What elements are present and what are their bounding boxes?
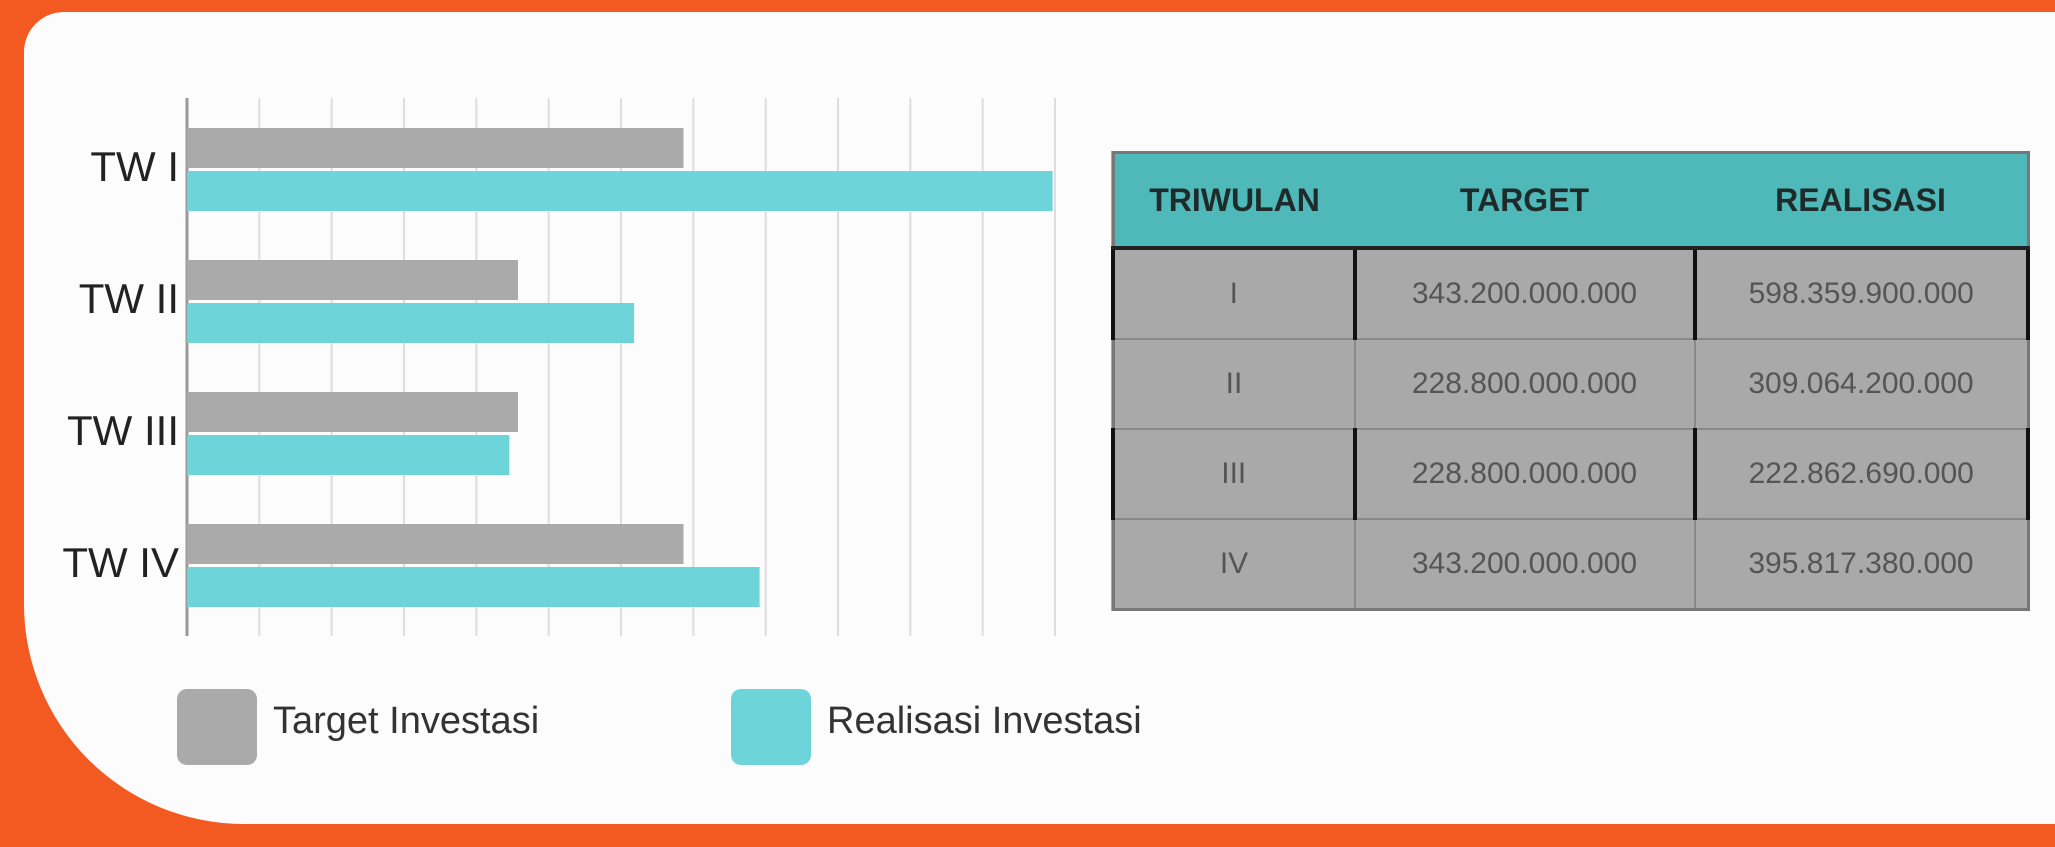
table-row: IV 343.200.000.000 395.817.380.000: [1112, 518, 2029, 611]
legend-swatch: [177, 689, 257, 765]
bar: [187, 260, 518, 300]
table-cell: 222.862.690.000: [1692, 428, 2030, 520]
y-tick-label: TW IV: [62, 539, 179, 586]
legend-swatch: [731, 689, 811, 765]
header-row: TRIWULAN TARGET REALISASI: [1113, 152, 2028, 250]
table-cell: 228.800.000.000: [1353, 338, 1696, 430]
bar: [187, 392, 518, 432]
table-row: II 228.800.000.000 309.064.200.000: [1112, 338, 2029, 430]
table-cell: 309.064.200.000: [1693, 338, 2029, 430]
header-cell: TRIWULAN: [1113, 152, 1355, 250]
bar: [187, 303, 635, 343]
table-cell: I: [1111, 247, 1357, 340]
table-cell: 395.817.380.000: [1693, 518, 2029, 611]
bar: [187, 435, 510, 475]
y-tick-label: TW III: [67, 407, 179, 454]
y-tick-label: TW II: [79, 275, 179, 322]
table-cell: 343.200.000.000: [1353, 518, 1696, 611]
legend-label: Target Investasi: [273, 700, 539, 742]
table-cell: IV: [1112, 518, 1356, 611]
table-cell: II: [1112, 338, 1356, 430]
table-cell: 598.359.900.000: [1692, 247, 2030, 340]
legend-label: Realisasi Investasi: [827, 700, 1142, 742]
table-cell: 228.800.000.000: [1352, 428, 1697, 520]
table-row: I 343.200.000.000 598.359.900.000: [1111, 247, 2030, 340]
bar: [187, 567, 760, 607]
header-cell: TARGET: [1354, 152, 1695, 250]
bar: [187, 524, 684, 564]
table-body: I 343.200.000.000 598.359.900.000 II 228.800…: [1111, 247, 2030, 611]
header-cell: REALISASI: [1694, 152, 2028, 250]
table-cell: 343.200.000.000: [1352, 247, 1697, 340]
y-tick-label: TW I: [90, 143, 179, 190]
table-row: III 228.800.000.000 222.862.690.000: [1111, 428, 2030, 520]
bar: [187, 128, 684, 168]
table-cell: III: [1111, 428, 1357, 520]
data-table: TRIWULAN TARGET REALISASI I 343.200.000.000…: [1111, 151, 2030, 611]
bar: [187, 171, 1053, 211]
